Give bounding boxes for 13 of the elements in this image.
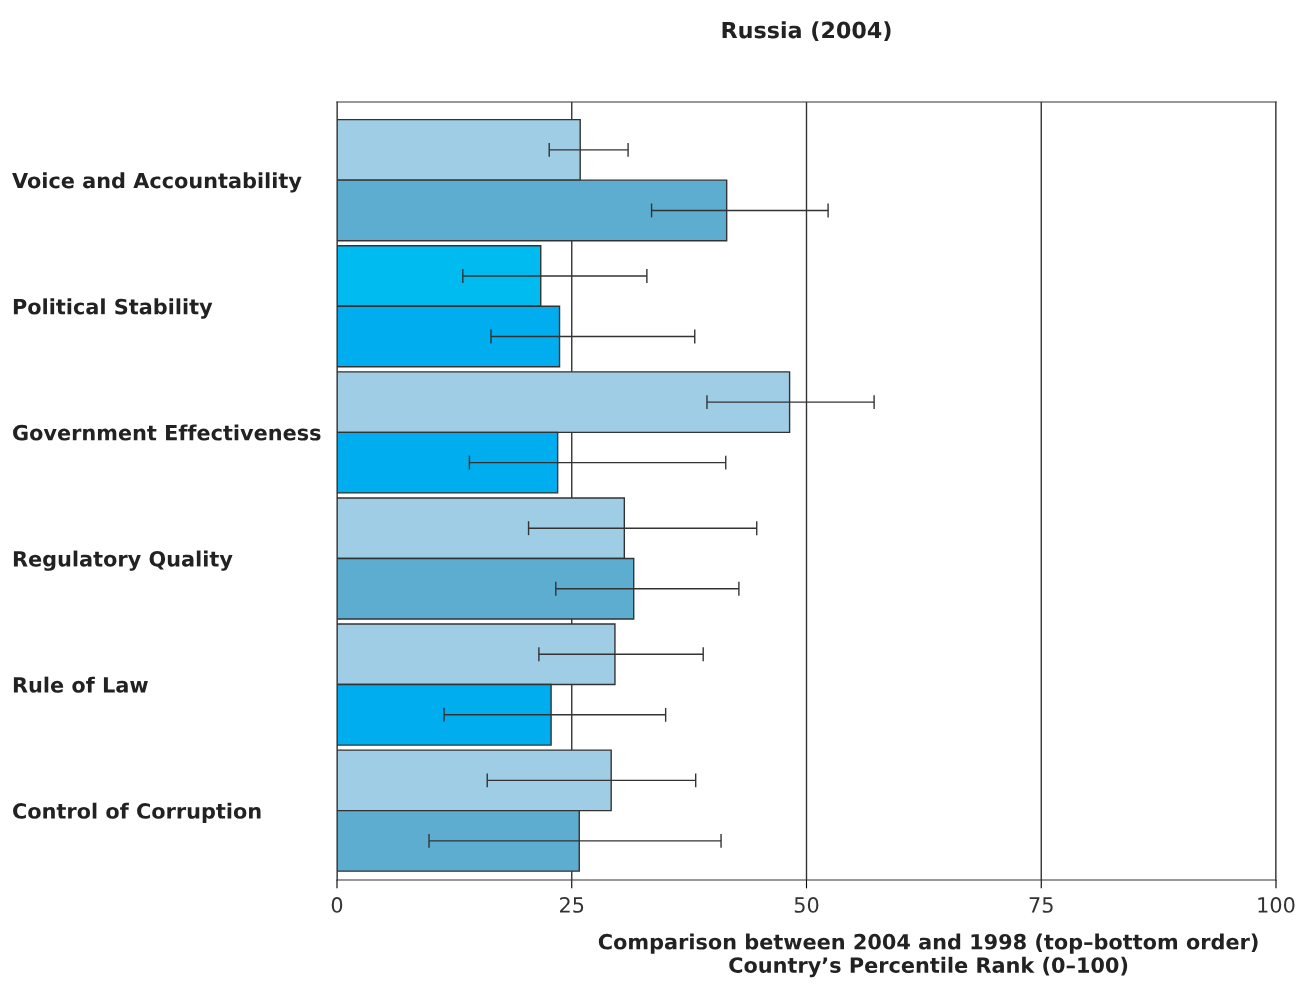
y-tick-label: Regulatory Quality xyxy=(13,550,233,571)
y-tick-label: Control of Corruption xyxy=(13,802,261,823)
x-tick-label: 100 xyxy=(1258,897,1295,913)
x-tick-label: 0 xyxy=(331,897,343,913)
x-tick-label: 75 xyxy=(1029,897,1053,913)
x-tick-label: 50 xyxy=(794,897,819,913)
x-tick-label: 25 xyxy=(560,897,584,913)
y-tick-label: Government Effectiveness xyxy=(13,424,321,441)
chart-title: Russia (2004) xyxy=(722,21,891,42)
y-tick-label: Rule of Law xyxy=(13,676,148,693)
y-tick-label: Political Stability xyxy=(13,298,213,319)
y-tick-label: Voice and Accountability xyxy=(12,172,302,193)
x-axis-title: Comparison between 2004 and 1998 (top–bottom order) Country’s Percentile Rank (0–100) xyxy=(598,933,1258,978)
